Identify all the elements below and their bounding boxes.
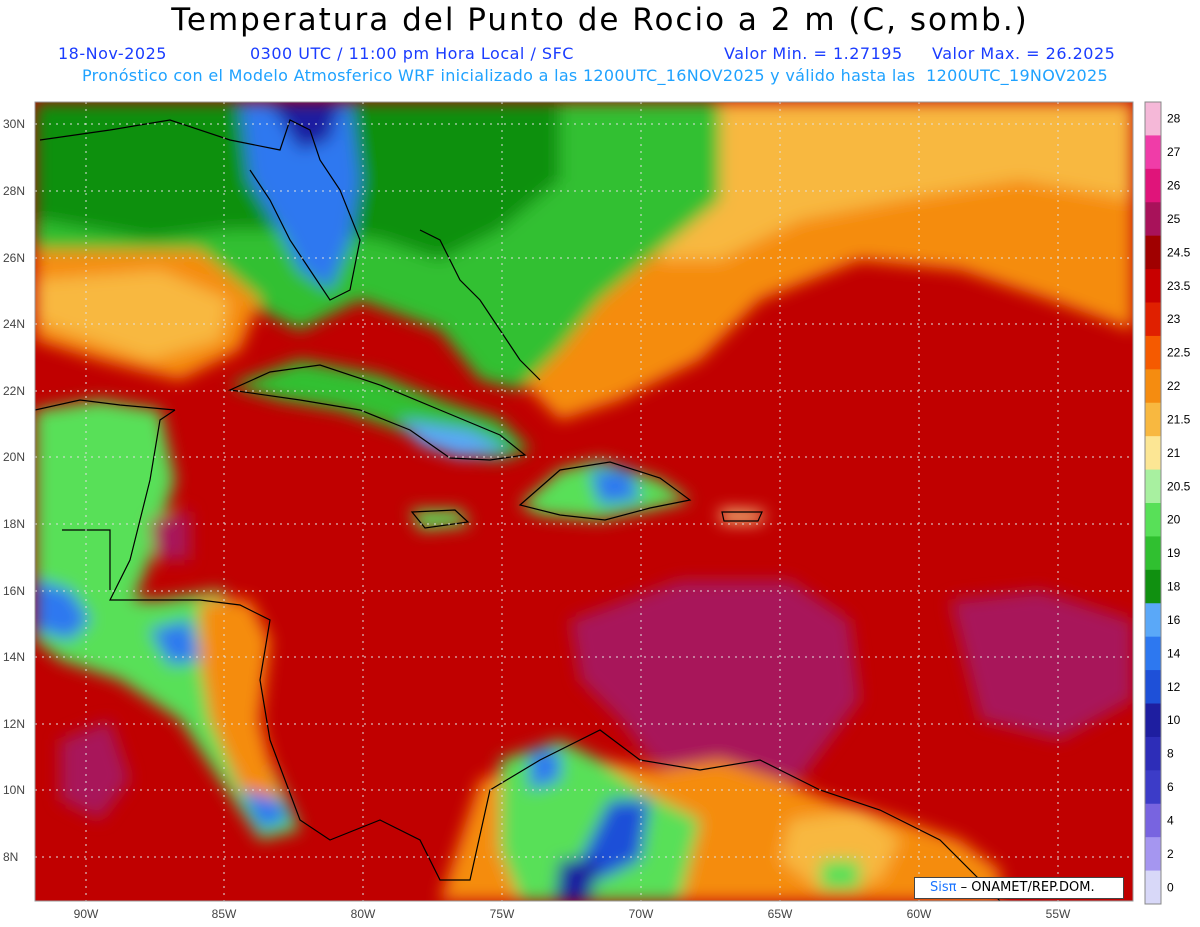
colorbar-swatch bbox=[1145, 736, 1161, 771]
colorbar-label: 8 bbox=[1167, 747, 1174, 761]
lat-axis: 30N 28N 26N 24N 22N 20N 18N 16N 14N 12N … bbox=[3, 117, 25, 864]
colorbar-label: 21.5 bbox=[1167, 412, 1191, 426]
colorbar-swatch bbox=[1145, 569, 1161, 604]
lat-label: 16N bbox=[3, 584, 25, 598]
colorbar-label: 14 bbox=[1167, 646, 1181, 660]
colorbar-label: 2 bbox=[1167, 847, 1174, 861]
lon-label: 70W bbox=[629, 907, 654, 921]
credit-box: Sisπ – ONAMET/REP.DOM. bbox=[914, 877, 1124, 899]
colorbar-swatch bbox=[1145, 135, 1161, 170]
lon-label: 85W bbox=[212, 907, 237, 921]
map-title: Temperatura del Punto de Rocio a 2 m (C,… bbox=[171, 2, 1029, 38]
lon-label: 65W bbox=[768, 907, 793, 921]
lon-label: 90W bbox=[74, 907, 99, 921]
lat-label: 26N bbox=[3, 251, 25, 265]
time-label: 0300 UTC / 11:00 pm Hora Local / SFC bbox=[250, 44, 574, 63]
colorbar-label: 22 bbox=[1167, 379, 1181, 393]
colorbar-swatch bbox=[1145, 302, 1161, 337]
graticule bbox=[35, 102, 1133, 901]
min-value-label: Valor Min. = 1.27195 bbox=[724, 44, 903, 63]
colorbar-swatch bbox=[1145, 402, 1161, 437]
colorbar-label: 28 bbox=[1167, 112, 1181, 126]
colorbar-label: 20 bbox=[1167, 513, 1181, 527]
colorbar-label: 19 bbox=[1167, 546, 1181, 560]
colorbar-label: 25 bbox=[1167, 212, 1181, 226]
colorbar-label: 10 bbox=[1167, 713, 1181, 727]
lat-label: 14N bbox=[3, 650, 25, 664]
lon-label: 60W bbox=[907, 907, 932, 921]
colorbar-swatch bbox=[1145, 636, 1161, 671]
lon-label: 80W bbox=[351, 907, 376, 921]
colorbar-label: 23.5 bbox=[1167, 279, 1191, 293]
colorbar-label: 23 bbox=[1167, 312, 1181, 326]
colorbar-swatch bbox=[1145, 335, 1161, 370]
colorbar-label: 26 bbox=[1167, 179, 1181, 193]
colorbar-swatch bbox=[1145, 603, 1161, 638]
colorbar-label: 12 bbox=[1167, 680, 1181, 694]
colorbar-swatch bbox=[1145, 168, 1161, 203]
colorbar-swatch bbox=[1145, 369, 1161, 404]
colorbar-label: 24.5 bbox=[1167, 245, 1191, 259]
colorbar-label: 22.5 bbox=[1167, 346, 1191, 360]
lat-label: 24N bbox=[3, 317, 25, 331]
max-value-label: Valor Max. = 26.2025 bbox=[932, 44, 1116, 63]
lat-label: 30N bbox=[3, 117, 25, 131]
lon-label: 55W bbox=[1046, 907, 1071, 921]
colorbar-swatch bbox=[1145, 102, 1161, 136]
lon-axis: 90W 85W 80W 75W 70W 65W 60W 55W bbox=[74, 907, 1071, 921]
colorbar-swatch bbox=[1145, 469, 1161, 504]
colorbar-label: 18 bbox=[1167, 580, 1181, 594]
colorbar-label: 4 bbox=[1167, 813, 1174, 827]
lat-label: 28N bbox=[3, 184, 25, 198]
model-info-label: Pronóstico con el Modelo Atmosferico WRF… bbox=[82, 66, 1108, 85]
lat-label: 20N bbox=[3, 450, 25, 464]
lat-label: 18N bbox=[3, 517, 25, 531]
colorbar-swatch bbox=[1145, 770, 1161, 805]
coastlines bbox=[35, 119, 1001, 901]
colorbar-swatch bbox=[1145, 870, 1161, 905]
colorbar-label: 6 bbox=[1167, 780, 1174, 794]
colorbar-label: 20.5 bbox=[1167, 479, 1191, 493]
colorbar-frame bbox=[1144, 101, 1162, 905]
colorbar-label: 16 bbox=[1167, 613, 1181, 627]
colorbar-swatch bbox=[1145, 202, 1161, 237]
colorbar-swatch bbox=[1145, 269, 1161, 303]
colorbar-swatch bbox=[1145, 837, 1161, 872]
colorbar: 2827262524.523.52322.52221.52120.5201918… bbox=[1144, 101, 1191, 905]
colorbar-label: 0 bbox=[1167, 880, 1174, 894]
map-frame bbox=[34, 101, 1134, 902]
dewpoint-field bbox=[35, 102, 1133, 901]
lat-label: 12N bbox=[3, 717, 25, 731]
lat-label: 22N bbox=[3, 384, 25, 398]
colorbar-swatch bbox=[1145, 803, 1161, 838]
colorbar-swatch bbox=[1145, 703, 1161, 738]
sispi-logo: Sisπ bbox=[930, 880, 957, 895]
date-label: 18-Nov-2025 bbox=[58, 44, 167, 63]
lat-label: 10N bbox=[3, 783, 25, 797]
credit-text: – ONAMET/REP.DOM. bbox=[960, 880, 1095, 895]
colorbar-swatch bbox=[1145, 670, 1161, 704]
colorbar-swatch bbox=[1145, 235, 1161, 270]
colorbar-swatch bbox=[1145, 503, 1161, 537]
colorbar-label: 21 bbox=[1167, 446, 1181, 460]
lat-label: 8N bbox=[3, 850, 18, 864]
colorbar-swatch bbox=[1145, 436, 1161, 471]
colorbar-swatch bbox=[1145, 536, 1161, 571]
colorbar-label: 27 bbox=[1167, 145, 1181, 159]
lon-label: 75W bbox=[490, 907, 515, 921]
